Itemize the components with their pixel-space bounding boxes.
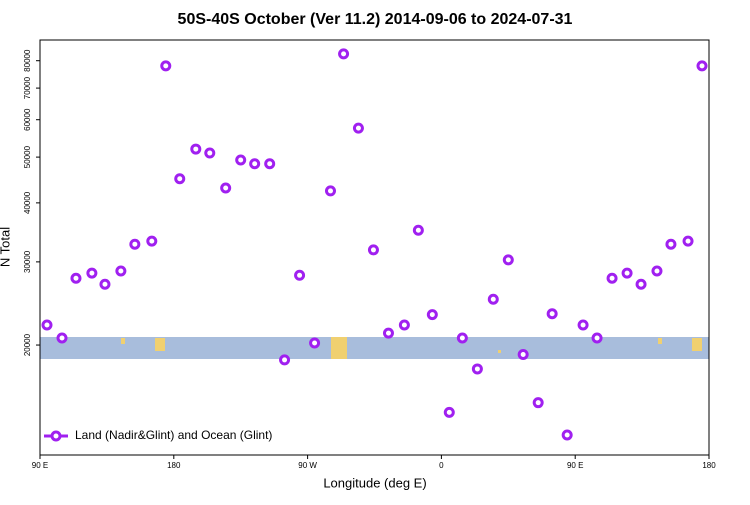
point (665, 238, 677, 250)
point (621, 267, 633, 279)
point (309, 337, 321, 349)
point (577, 319, 589, 331)
point (412, 224, 424, 236)
point (264, 158, 276, 170)
legend-marker (50, 430, 62, 442)
point (129, 238, 141, 250)
point (635, 278, 647, 290)
point (696, 60, 708, 72)
y-tick-label: 60000 (23, 108, 32, 131)
point (651, 265, 663, 277)
point (398, 319, 410, 331)
point (456, 332, 468, 344)
point (682, 235, 694, 247)
point (502, 254, 514, 266)
point (56, 332, 68, 344)
y-tick-label: 30000 (23, 250, 32, 273)
point (324, 185, 336, 197)
land-strip (121, 337, 702, 359)
y-axis-label: N Total (0, 227, 12, 267)
y-tick-label: 70000 (23, 76, 32, 99)
plot-frame (39, 39, 710, 456)
point (160, 60, 172, 72)
point (426, 309, 438, 321)
x-tick-label: 180 (167, 461, 181, 470)
point (367, 244, 379, 256)
point (546, 308, 558, 320)
point (561, 429, 573, 441)
point (235, 154, 247, 166)
point (294, 269, 306, 281)
map-strip (40, 337, 709, 359)
point (471, 363, 483, 375)
y-tick-label: 20000 (23, 333, 32, 356)
x-tick-label: 0 (439, 461, 444, 470)
point (517, 348, 529, 360)
x-tick-label: 90 E (32, 461, 48, 470)
point (279, 354, 291, 366)
point (249, 158, 261, 170)
point (204, 147, 216, 159)
point (220, 182, 232, 194)
point (591, 332, 603, 344)
point (146, 235, 158, 247)
x-tick-label: 180 (702, 461, 716, 470)
point (99, 278, 111, 290)
x-tick-label: 90 W (298, 461, 317, 470)
point (174, 173, 186, 185)
chart-title: 50S-40S October (Ver 11.2) 2014-09-06 to… (178, 11, 573, 28)
point (382, 327, 394, 339)
point (41, 319, 53, 331)
point (443, 406, 455, 418)
legend-label: Land (Nadir&Glint) and Ocean (Glint) (75, 428, 272, 442)
y-tick-label: 40000 (23, 191, 32, 214)
point (532, 397, 544, 409)
y-tick-label: 50000 (23, 145, 32, 168)
x-tick-label: 90 E (567, 461, 583, 470)
x-axis-label: Longitude (deg E) (323, 475, 426, 490)
point (86, 267, 98, 279)
point (606, 272, 618, 284)
point (115, 265, 127, 277)
point (352, 122, 364, 134)
point (338, 48, 350, 60)
point (70, 272, 82, 284)
y-tick-label: 80000 (23, 49, 32, 72)
point (487, 293, 499, 305)
point (190, 143, 202, 155)
